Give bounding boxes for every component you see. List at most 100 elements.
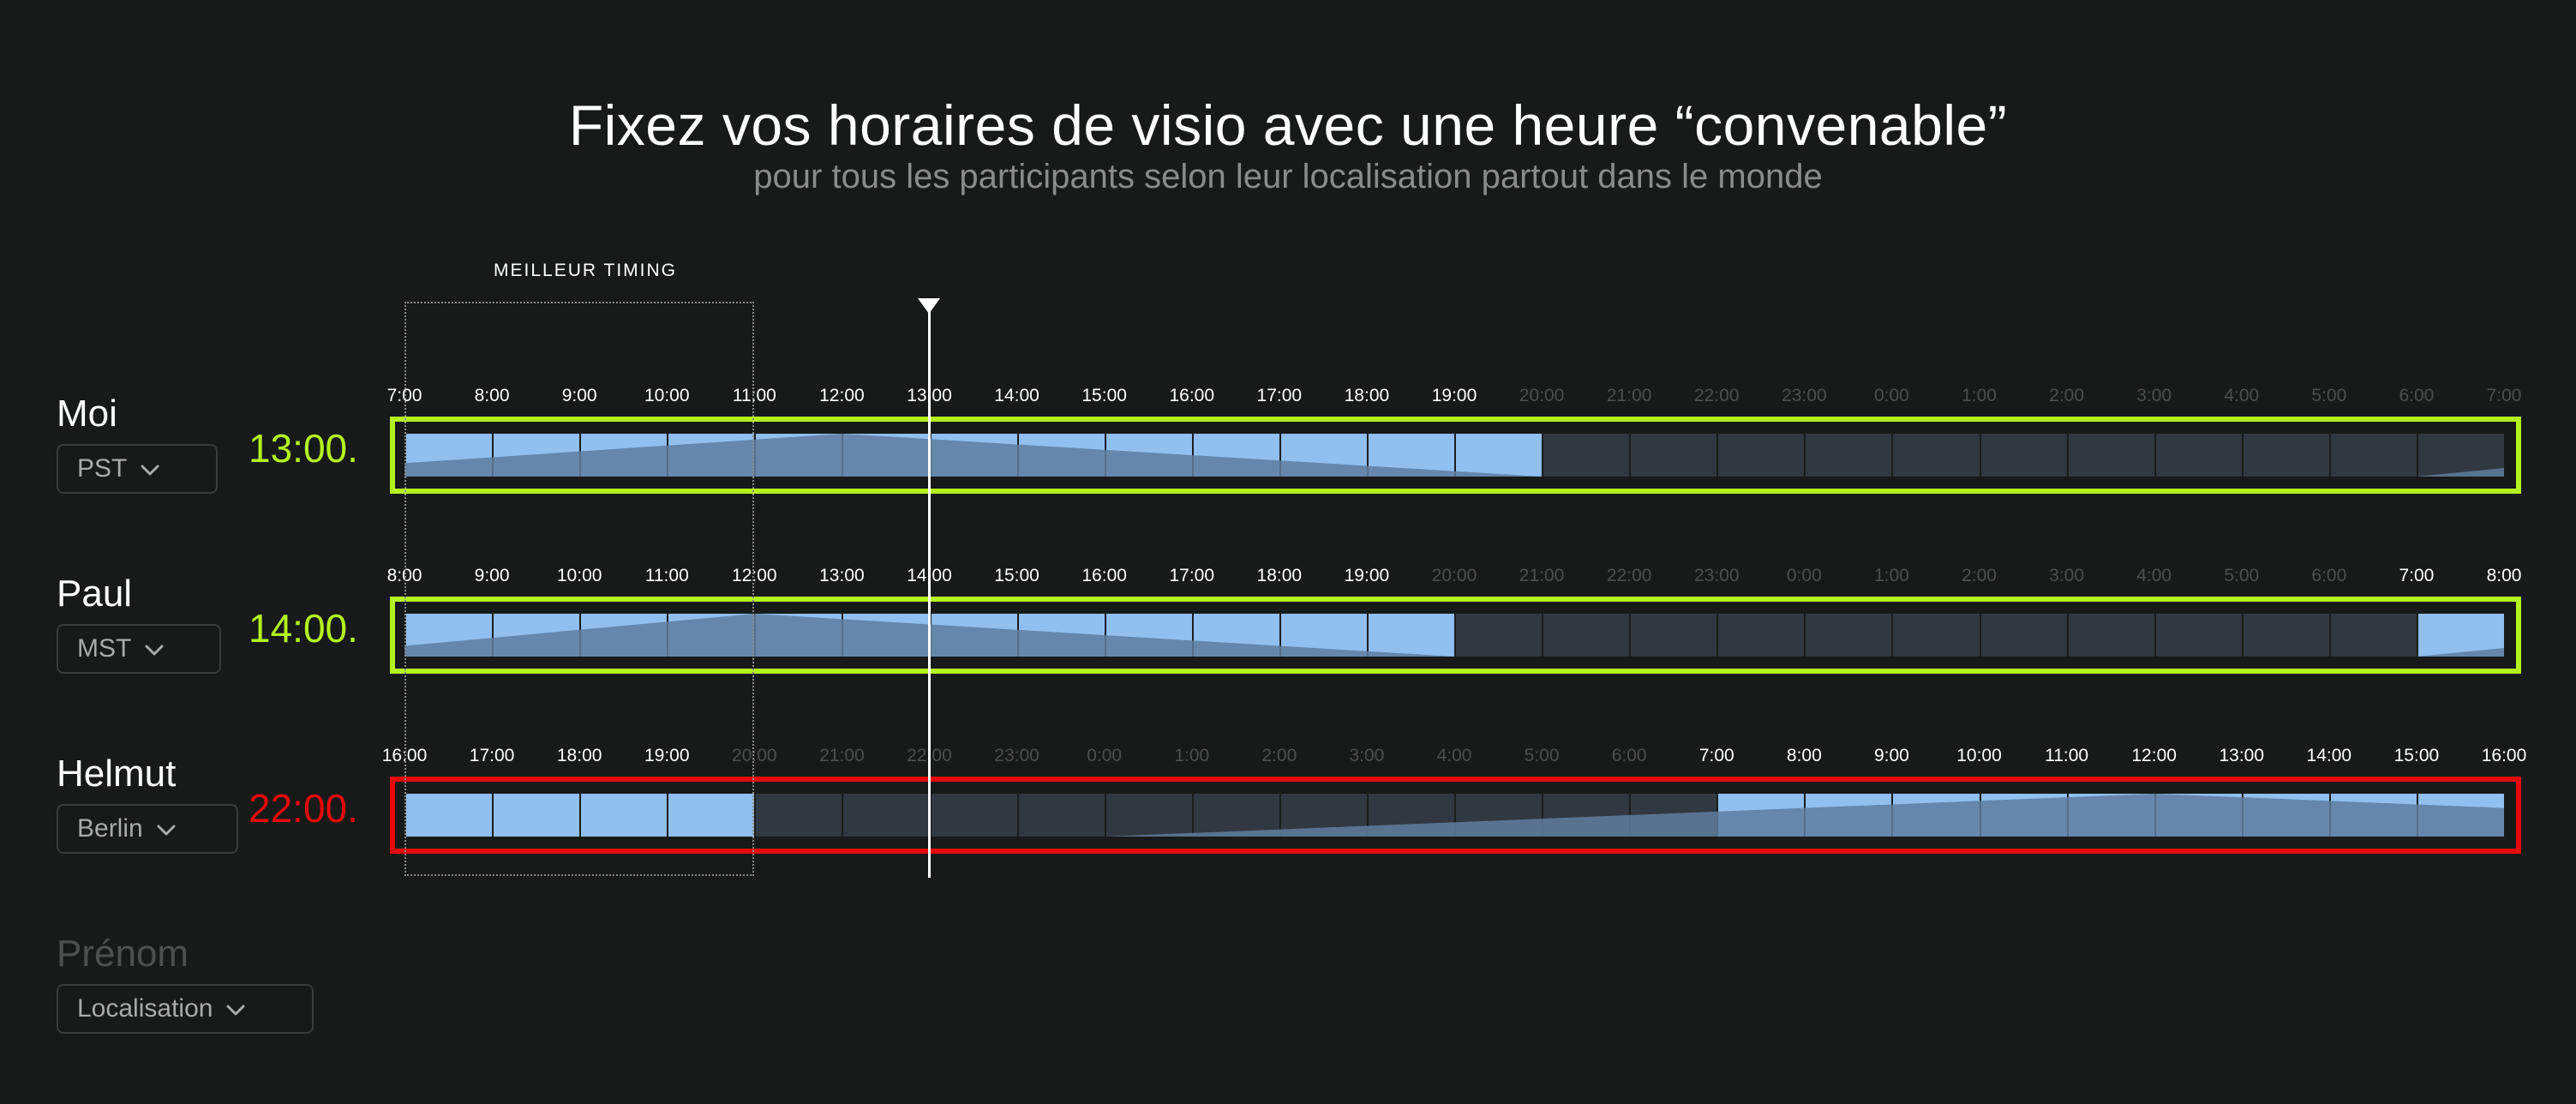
hour-tick-label: 12:00 — [2131, 746, 2177, 765]
timezone-select[interactable]: Berlin — [57, 804, 238, 854]
availability-frame — [390, 597, 2521, 674]
hour-cell-night[interactable] — [1979, 614, 2068, 657]
hour-tick-label: 0:00 — [1087, 746, 1123, 765]
daylight-curve-shape — [404, 434, 1543, 477]
hour-tick-label: 6:00 — [1611, 746, 1647, 765]
hour-tick-label: 15:00 — [1081, 386, 1127, 405]
hour-tick-label: 14:00 — [994, 386, 1039, 405]
daylight-curve — [1104, 794, 2504, 837]
hour-cell-night[interactable] — [1454, 614, 1543, 657]
hour-cell-night[interactable] — [1542, 614, 1631, 657]
hour-cell-night[interactable] — [1191, 794, 1280, 837]
hour-cell-night[interactable] — [1716, 614, 1806, 657]
hour-tick-label: 9:00 — [474, 566, 510, 585]
hour-cell-night[interactable] — [1716, 434, 1806, 477]
location-select-label: Localisation — [77, 994, 213, 1023]
chevron-down-icon — [226, 994, 245, 1023]
hour-tick-label: 9:00 — [1873, 746, 1909, 765]
page-subtitle: pour tous les participants selon leur lo… — [753, 158, 1823, 195]
hour-cell-night[interactable] — [1629, 434, 1718, 477]
hour-tick-label: 7:00 — [2399, 566, 2435, 585]
hour-tick-label: 16:00 — [1169, 386, 1215, 405]
hour-cell-day[interactable] — [579, 794, 668, 837]
daylight-curve-shape — [1104, 794, 2504, 837]
participant-local-time: 13:00. — [249, 426, 358, 471]
hour-tick-label: 2:00 — [1261, 746, 1297, 765]
timezone-select[interactable]: PST — [57, 444, 218, 494]
hour-tick-label: 18:00 — [556, 746, 602, 765]
hour-cell-night[interactable] — [2241, 614, 2330, 657]
hour-tick-label: 22:00 — [1693, 386, 1740, 405]
participant-row: Moi PST 13:00. 7:00 8:00 9:00 10:00 11:00 12:… — [0, 386, 2576, 564]
hour-tick-label: 22:00 — [1606, 566, 1652, 585]
hour-tick-label: 18:00 — [1344, 386, 1390, 405]
hour-tick-label: 0:00 — [1786, 566, 1822, 585]
hour-tick-label: 19:00 — [1431, 386, 1477, 405]
hour-tick-label: 6:00 — [2311, 566, 2347, 585]
hour-cell-night[interactable] — [754, 794, 843, 837]
hour-tick-label: 13:00 — [2219, 746, 2265, 765]
hour-tick-label: 21:00 — [1606, 386, 1652, 405]
hour-cell-night[interactable] — [1104, 794, 1193, 837]
hour-cell-night[interactable] — [1891, 614, 1980, 657]
hour-tick-label: 11:00 — [644, 566, 689, 585]
hour-tick-label: 6:00 — [2399, 386, 2435, 405]
location-select[interactable]: Localisation — [57, 984, 314, 1034]
hour-cell-day[interactable] — [1454, 434, 1543, 477]
hour-track[interactable] — [404, 794, 2504, 837]
hour-cell-night[interactable] — [2416, 434, 2504, 477]
current-time-indicator[interactable] — [928, 302, 931, 878]
hour-cell-day[interactable] — [667, 794, 756, 837]
current-time-handle[interactable] — [918, 298, 940, 314]
hour-cell-night[interactable] — [1629, 614, 1718, 657]
hour-tick-label: 8:00 — [2486, 566, 2522, 585]
hour-tick-label: 13:00 — [819, 566, 865, 585]
hour-track[interactable] — [404, 614, 2504, 657]
hour-cell-night[interactable] — [842, 794, 931, 837]
hour-track[interactable] — [404, 434, 2504, 477]
hour-cell-night[interactable] — [2154, 614, 2243, 657]
hour-cell-night[interactable] — [2066, 614, 2155, 657]
hour-tick-label: 16:00 — [2481, 746, 2527, 765]
hour-cell-day[interactable] — [404, 794, 494, 837]
hour-tick-label: 5:00 — [2311, 386, 2347, 405]
hour-cell-night[interactable] — [2241, 434, 2330, 477]
hour-cell-night[interactable] — [1016, 794, 1105, 837]
best-timing-label: MEILLEUR TIMING — [494, 261, 677, 280]
hour-tick-label: 9:00 — [561, 386, 597, 405]
hour-tick-label: 1:00 — [1873, 566, 1909, 585]
hour-cell-night[interactable] — [1804, 614, 1893, 657]
hour-tick-label: 3:00 — [1349, 746, 1385, 765]
hour-tick-label: 8:00 — [1786, 746, 1822, 765]
hour-tick-label: 16:00 — [381, 746, 428, 765]
hour-tick-label: 20:00 — [1431, 566, 1477, 585]
timezone-select[interactable]: MST — [57, 624, 221, 674]
page-title: Fixez vos horaires de visio avec une heu… — [568, 93, 2008, 157]
hour-cell-day[interactable] — [1366, 614, 1455, 657]
daylight-curve — [404, 614, 2504, 657]
hour-cell-night[interactable] — [929, 794, 1018, 837]
hour-tick-label: 4:00 — [2136, 566, 2172, 585]
hour-cell-day[interactable] — [492, 794, 581, 837]
hour-cell-day[interactable] — [2416, 614, 2504, 657]
hour-cell-night[interactable] — [1804, 434, 1893, 477]
hour-cell-night[interactable] — [2066, 434, 2155, 477]
hour-cell-night[interactable] — [2328, 614, 2417, 657]
hour-tick-label: 23:00 — [1782, 386, 1827, 405]
hour-tick-label: 20:00 — [732, 746, 777, 765]
hour-cell-night[interactable] — [1891, 434, 1980, 477]
participant-row: Paul MST 14:00. 8:00 9:00 10:00 11:00 12:00 1… — [0, 566, 2576, 744]
hour-tick-label: 2:00 — [1962, 566, 1997, 585]
hour-tick-label: 1:00 — [1174, 746, 1210, 765]
participant-name-input[interactable]: Prénom — [57, 933, 189, 975]
hour-cell-night[interactable] — [1979, 434, 2068, 477]
hour-tick-label: 15:00 — [2393, 746, 2440, 765]
participant-name: Helmut — [57, 753, 177, 795]
hour-cell-night[interactable] — [2154, 434, 2243, 477]
hour-cell-night[interactable] — [2328, 434, 2417, 477]
daylight-curve — [404, 434, 2504, 477]
daylight-curve-tail — [2416, 468, 2504, 477]
hour-tick-label: 17:00 — [1256, 386, 1303, 405]
participant-local-time: 14:00. — [249, 606, 358, 651]
hour-cell-night[interactable] — [1542, 434, 1631, 477]
